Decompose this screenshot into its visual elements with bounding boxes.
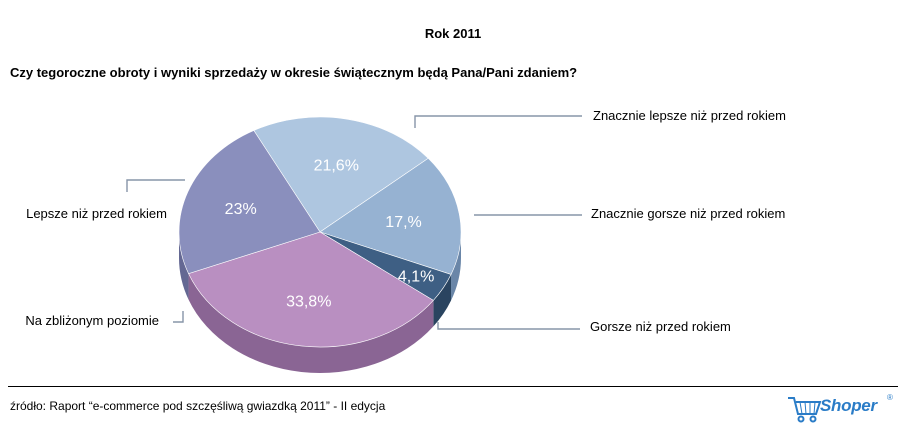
footer-divider <box>8 386 898 387</box>
brand-logo: Shoper <box>820 396 877 415</box>
callout-line-0 <box>414 115 582 128</box>
category-label-2: Gorsze niż przed rokiem <box>590 319 731 334</box>
category-label-4: Lepsze niż przed rokiem <box>26 206 167 221</box>
registered-mark: ® <box>887 393 893 402</box>
callout-line-4 <box>126 179 185 192</box>
slice-value-label-4: 23% <box>225 201 257 218</box>
pie-slice-0 <box>253 116 429 233</box>
pie-side-2 <box>433 274 452 327</box>
category-label-3: Na zbliżonym poziomie <box>25 313 159 328</box>
pie-slice-3 <box>188 231 434 348</box>
callout-line-3 <box>173 311 184 323</box>
slice-value-label-3: 33,8% <box>286 293 331 310</box>
pie-side-1 <box>451 232 461 301</box>
chart-question: Czy tegoroczne obroty i wyniki sprzedaży… <box>10 65 578 80</box>
slice-value-label-2: 4,1% <box>398 269 434 286</box>
callout-line-2 <box>437 322 580 330</box>
pie-side-3 <box>188 273 434 373</box>
slice-value-label-1: 17,% <box>385 214 421 231</box>
pie-slice-4 <box>178 130 321 274</box>
slice-value-label-0: 21,6% <box>314 157 359 174</box>
pie-side-4 <box>179 232 189 300</box>
source-note: źródło: Raport “e-commerce pod szczęśliw… <box>10 399 386 413</box>
category-label-1: Znacznie gorsze niż przed rokiem <box>591 206 785 221</box>
category-label-0: Znacznie lepsze niż przed rokiem <box>593 108 786 123</box>
chart-title: Rok 2011 <box>424 26 482 41</box>
pie-slice-1 <box>319 157 462 275</box>
shopping-cart-icon <box>788 397 822 423</box>
